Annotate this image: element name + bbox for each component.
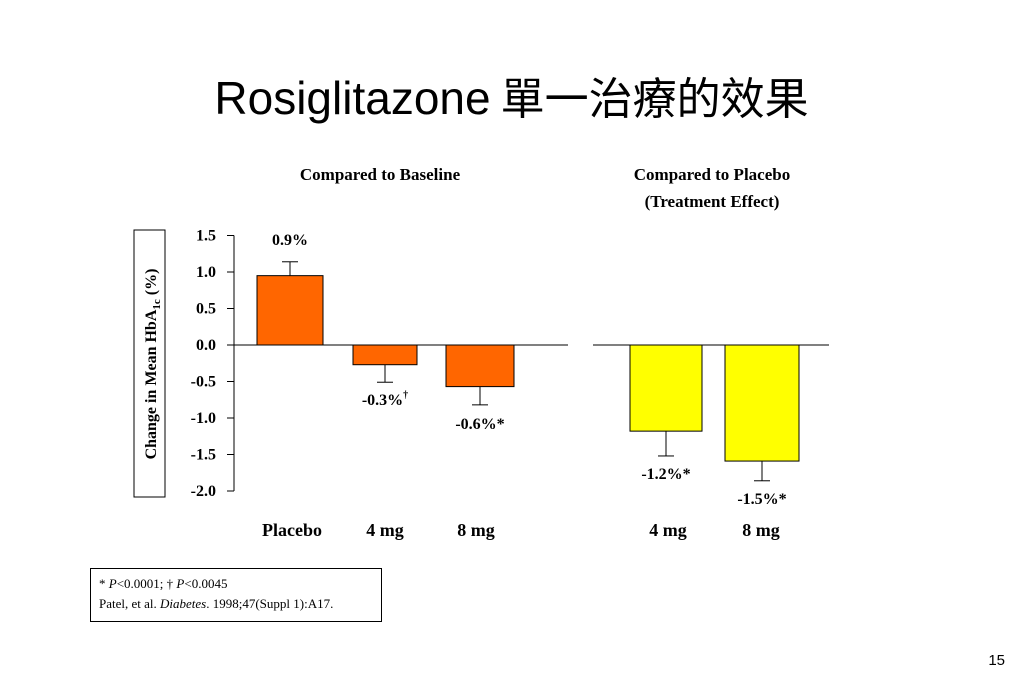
data-label-text: -1.2%* xyxy=(641,466,690,483)
significance-p1-label: P xyxy=(108,576,117,591)
y-axis-label-tail: (%) xyxy=(143,269,160,300)
title-cjk: 單一治療的效果 xyxy=(500,74,809,125)
data-label-text: -0.6%* xyxy=(455,416,504,433)
panel-compared-to-baseline: Compared to Baseline 0.9% Placebo -0.3%† 4 m… xyxy=(234,165,568,540)
data-label-text: 0.9% xyxy=(272,232,308,249)
y-axis-label-box xyxy=(133,229,166,498)
category-label: 8 mg xyxy=(457,520,495,540)
y-axis-label: Change in Mean HbA1c (%) xyxy=(143,269,163,460)
bar xyxy=(256,275,324,346)
bar xyxy=(445,344,515,388)
data-label-superscript: † xyxy=(403,390,408,401)
data-label: -0.3%† xyxy=(362,390,408,409)
page-number: 15 xyxy=(988,652,1005,669)
data-label: 0.9% xyxy=(272,232,308,249)
citation: Patel, et al. Diabetes. 1998;47(Suppl 1)… xyxy=(99,594,381,614)
significance-star: * xyxy=(99,576,106,591)
category-label: Placebo xyxy=(262,520,322,540)
data-label-text: -1.5%* xyxy=(737,491,786,508)
category-label: 8 mg xyxy=(742,520,780,540)
data-label-text: -0.3% xyxy=(362,392,403,409)
title-latin: Rosiglitazone xyxy=(214,72,491,124)
panel-title: Compared to Baseline xyxy=(300,165,461,184)
y-tick-label: -2.0 xyxy=(191,483,216,500)
footnote-box: * P<0.0001; † P<0.0045 Patel, et al. Dia… xyxy=(90,568,382,622)
y-tick-label: -0.5 xyxy=(191,374,216,391)
y-axis: 1.5 1.0 0.5 0.0 -0.5 -1.0 -1.5 -2.0 xyxy=(191,228,235,500)
significance-p2-value: <0.0045 xyxy=(184,576,228,591)
data-label: -1.2%* xyxy=(641,466,690,483)
y-tick-label: -1.0 xyxy=(191,410,216,427)
panel-title: (Treatment Effect) xyxy=(645,192,780,211)
y-tick-label: 0.0 xyxy=(196,337,216,354)
y-axis-label-sub: 1c xyxy=(151,299,163,310)
bar xyxy=(629,344,703,432)
bar xyxy=(352,344,418,366)
panel-title: Compared to Placebo xyxy=(634,165,790,184)
significance-p1-value: <0.0001; † xyxy=(116,576,177,591)
slide-title: Rosiglitazone 單一治療的效果 xyxy=(0,68,1023,130)
significance-p2-label: P xyxy=(176,576,185,591)
y-tick-label: 1.5 xyxy=(196,228,216,245)
y-axis-label-main: Change in Mean HbA xyxy=(143,309,160,459)
panel-compared-to-placebo: Compared to Placebo (Treatment Effect) -1.… xyxy=(593,165,829,540)
y-tick-label: 0.5 xyxy=(196,301,216,318)
category-label: 4 mg xyxy=(649,520,687,540)
data-label: -0.6%* xyxy=(455,416,504,433)
citation-journal: Diabetes xyxy=(160,596,207,611)
significance-note: * P<0.0001; † P<0.0045 xyxy=(99,574,381,594)
y-tick-label: 1.0 xyxy=(196,264,216,281)
citation-prefix: Patel, et al. xyxy=(99,596,161,611)
citation-suffix: . 1998;47(Suppl 1):A17. xyxy=(206,596,334,611)
category-label: 4 mg xyxy=(366,520,404,540)
y-tick-label: -1.5 xyxy=(191,447,216,464)
data-label: -1.5%* xyxy=(737,491,786,508)
bar xyxy=(724,344,800,462)
